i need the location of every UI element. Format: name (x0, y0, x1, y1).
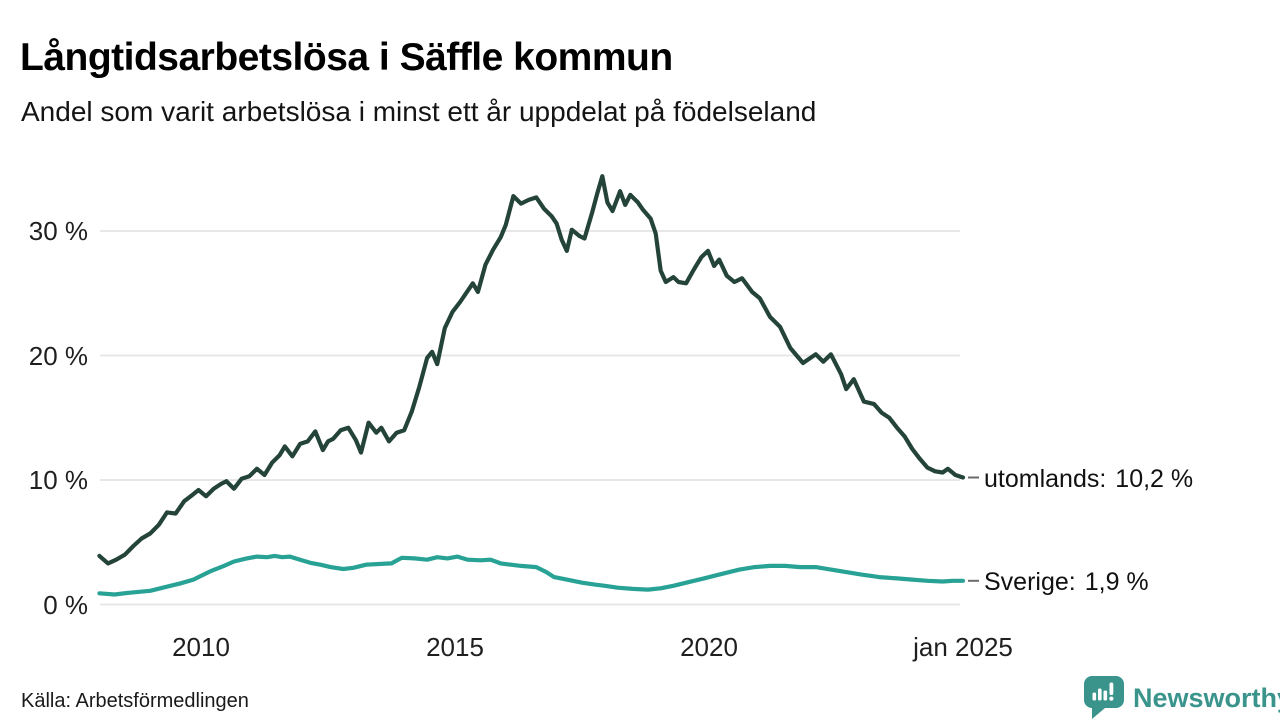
y-axis-tick-label: 0 % (43, 589, 88, 620)
y-axis-tick-label: 20 % (28, 340, 88, 371)
series-name-utomlands: utomlands: (984, 464, 1107, 493)
x-axis-tick-label: 2010 (172, 632, 230, 662)
series-value-sverige: 1,9 % (1084, 567, 1149, 596)
series-line-Sverige (97, 553, 966, 597)
source-note: Källa: Arbetsförmedlingen (21, 690, 249, 712)
series-end-label-utomlands: utomlands: 10,2 % (984, 463, 1193, 495)
series-value-utomlands: 10,2 % (1115, 464, 1194, 493)
y-axis-tick-label: 30 % (28, 216, 88, 246)
newsworthy-wordmark: Newsworthy (1133, 683, 1280, 713)
page-title: Långtidsarbetslösa i Säffle kommun (20, 36, 673, 80)
series-name-sverige: Sverige: (984, 567, 1076, 596)
y-axis-tick-label: 10 % (28, 465, 88, 495)
x-axis-tick-label: 2015 (426, 632, 484, 662)
series-end-label-sverige: Sverige: 1,9 % (984, 566, 1149, 598)
x-axis-tick-label: jan 2025 (913, 632, 1013, 662)
series-line-utomlands (97, 174, 966, 566)
newsworthy-bubble-icon (1084, 676, 1124, 719)
newsworthy-logo: Newsworthy (1084, 676, 1280, 720)
x-axis-tick-label: 2020 (680, 632, 738, 662)
chart-subtitle: Andel som varit arbetslösa i minst ett å… (21, 96, 817, 127)
